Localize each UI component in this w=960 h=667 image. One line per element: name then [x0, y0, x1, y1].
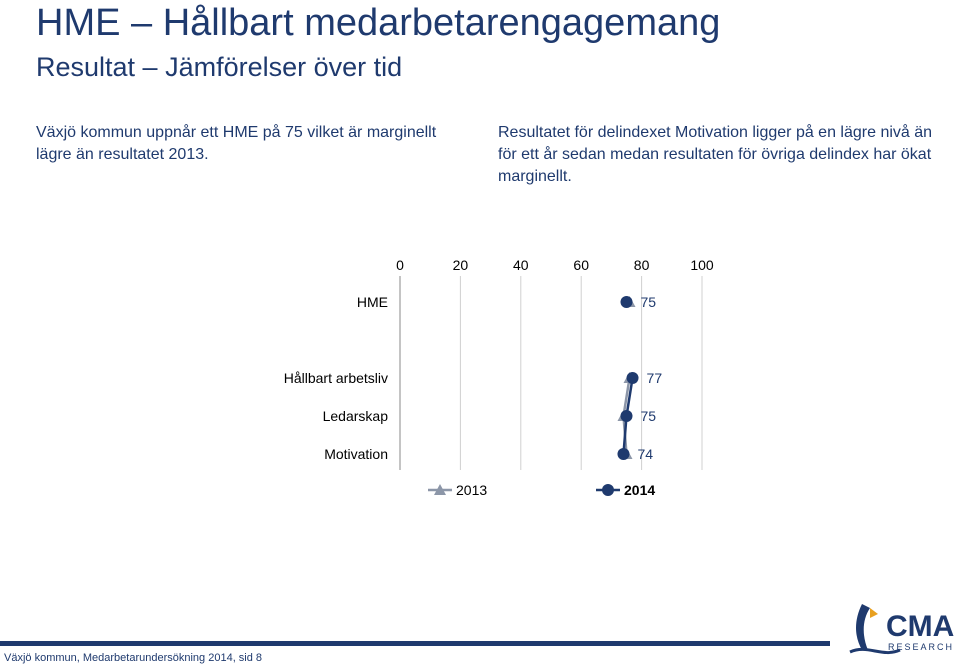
logo-wave-icon	[849, 647, 901, 655]
category-label-3: Motivation	[324, 446, 388, 462]
x-tick-label-2: 40	[513, 257, 529, 273]
legend: 2013 2014	[428, 482, 655, 498]
data-label-1: 77	[647, 370, 663, 386]
x-tick-label-4: 80	[634, 257, 650, 273]
logo-name: CMA	[886, 610, 954, 643]
logo-tagline: RESEARCH	[888, 642, 954, 652]
category-label-2: Ledarskap	[323, 408, 389, 424]
summary-text-left: Växjö kommun uppnår ett HME på 75 vilket…	[36, 124, 437, 163]
x-tick-label-3: 60	[573, 257, 589, 273]
point-2014-1	[626, 372, 639, 384]
legend-marker-2013	[434, 484, 446, 495]
x-tick-label-0: 0	[396, 257, 404, 273]
legend-marker-2014	[602, 484, 614, 496]
x-tick-label-5: 100	[690, 257, 714, 273]
x-tick-label-1: 20	[453, 257, 469, 273]
cma-research-logo: CMA RESEARCH	[849, 604, 954, 655]
point-2014-2	[620, 410, 633, 422]
footer-bar	[0, 641, 830, 646]
logo-flag-icon	[870, 608, 878, 618]
data-label-0: 75	[641, 294, 657, 310]
data-label-2: 75	[641, 408, 657, 424]
point-2014-3	[617, 448, 630, 460]
logo-sail-icon	[856, 604, 870, 650]
page-title: HME – Hållbart medarbetarengagemang	[36, 2, 721, 44]
category-label-1: Hållbart arbetsliv	[284, 370, 388, 386]
summary-text-right: Resultatet för delindexet Motivation lig…	[498, 124, 933, 185]
page-subtitle: Resultat – Jämförelser över tid	[36, 52, 403, 82]
comparison-chart: 0 20 40 60 80 100 HME Hållbart arbetsliv Ledarsk…	[284, 257, 714, 498]
legend-label-2013: 2013	[456, 482, 487, 498]
point-2014-0	[620, 296, 633, 308]
category-label-0: HME	[357, 294, 388, 310]
footer-text: Växjö kommun, Medarbetarundersökning 201…	[4, 652, 263, 664]
data-label-3: 74	[637, 446, 653, 462]
series-2014	[617, 296, 639, 460]
legend-label-2014: 2014	[624, 482, 655, 498]
